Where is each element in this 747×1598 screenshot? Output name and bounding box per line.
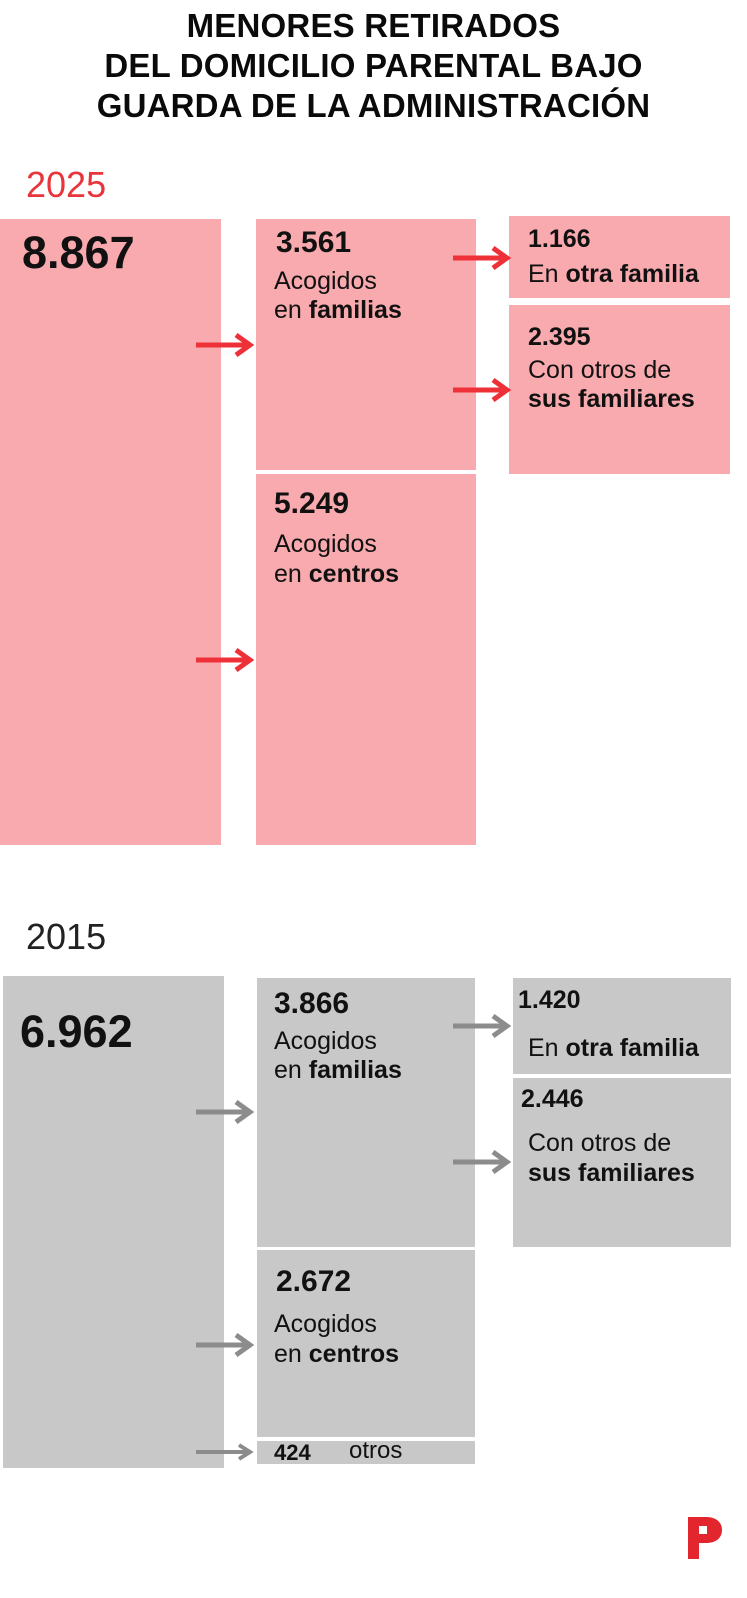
centros-label-line2-2025: en centros — [274, 560, 400, 588]
sus-familiares-label-line1-2025: Con otros de — [528, 356, 672, 384]
familias-box-2015 — [257, 978, 475, 1247]
title-line-2: DEL DOMICILIO PARENTAL BAJO — [104, 47, 643, 84]
arrow-icon-familias-to-otra-familia-2025 — [453, 246, 512, 270]
arrow-icon-familias-to-otra-familia-2015 — [453, 1014, 512, 1038]
otros-label-2015: otros — [349, 1437, 403, 1464]
arrow-icon-total-to-centros-2015 — [196, 1333, 255, 1357]
otros-box-2015 — [257, 1441, 475, 1464]
familias-label-line2-2015: en familias — [274, 1056, 402, 1084]
title-line-3: GUARDA DE LA ADMINISTRACIÓN — [96, 87, 651, 124]
title-line-1: MENORES RETIRADOS — [186, 7, 561, 44]
sus-familiares-box-2015 — [513, 1078, 731, 1247]
arrow-icon-familias-to-sus-familiares-2015 — [453, 1150, 512, 1174]
otra-familia-value-2015: 1.420 — [518, 986, 581, 1014]
otros-value-2015: 424 — [274, 1440, 311, 1465]
sus-familiares-label-line1-2015: Con otros de — [528, 1129, 672, 1157]
familias-value-2015: 3.866 — [274, 987, 350, 1020]
familias-label-line1-2015: Acogidos — [274, 1027, 377, 1055]
sus-familiares-label-line2-2015: sus familiares — [528, 1159, 695, 1187]
arrow-icon-total-to-centros-2025 — [196, 648, 255, 672]
arrow-icon-total-to-familias-2025 — [196, 333, 255, 357]
otra-familia-box-2015 — [513, 978, 731, 1074]
centros-box-2025 — [256, 474, 476, 845]
sus-familiares-label-line2-2025: sus familiares — [528, 385, 695, 413]
arrow-icon-total-to-otros-2015 — [196, 1443, 254, 1461]
arrow-icon-familias-to-sus-familiares-2025 — [453, 378, 512, 402]
arrow-icon-total-to-familias-2015 — [196, 1100, 255, 1124]
total-box-2015 — [3, 976, 224, 1468]
otra-familia-label-2015: En otra familia — [528, 1034, 699, 1062]
centros-label-line1-2025: Acogidos — [274, 530, 377, 558]
familias-value-2025: 3.561 — [276, 226, 352, 259]
sus-familiares-value-2025: 2.395 — [528, 323, 591, 351]
publisher-p-logo-icon — [688, 1517, 722, 1559]
otra-familia-label-2025: En otra familia — [528, 260, 699, 288]
centros-value-2015: 2.672 — [276, 1265, 352, 1298]
total-box-2025 — [0, 219, 221, 845]
total-value-2015: 6.962 — [20, 1006, 133, 1057]
centros-value-2025: 5.249 — [274, 487, 350, 520]
familias-label-line2-2025: en familias — [274, 296, 402, 324]
year-label-2015: 2015 — [26, 916, 107, 957]
year-label-2025: 2025 — [26, 164, 107, 205]
otra-familia-value-2025: 1.166 — [528, 225, 591, 253]
sus-familiares-value-2015: 2.446 — [521, 1085, 584, 1113]
sus-familiares-box-2025 — [509, 305, 730, 474]
centros-label-line2-2015: en centros — [274, 1340, 400, 1368]
familias-label-line1-2025: Acogidos — [274, 267, 377, 295]
otra-familia-box-2025 — [509, 216, 730, 298]
centros-box-2015 — [257, 1250, 475, 1437]
chart-title: MENORES RETIRADOS DEL DOMICILIO PARENTAL… — [0, 6, 747, 126]
total-value-2025: 8.867 — [22, 227, 135, 278]
centros-label-line1-2015: Acogidos — [274, 1310, 377, 1338]
familias-box-2025 — [256, 219, 476, 470]
